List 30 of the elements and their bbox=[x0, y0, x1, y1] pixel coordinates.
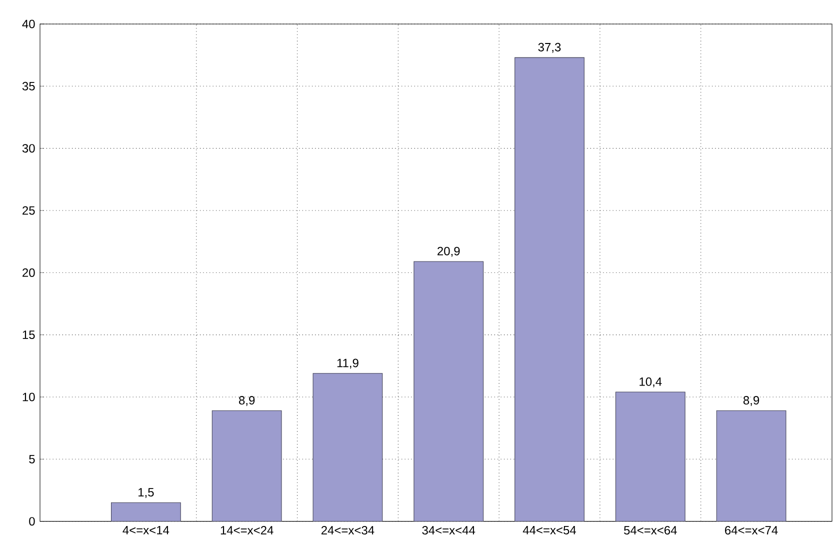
y-tick-label: 25 bbox=[22, 206, 35, 215]
data-label: 8,9 bbox=[743, 396, 760, 406]
data-label: 37,3 bbox=[538, 42, 561, 53]
y-tick-label: 20 bbox=[22, 268, 35, 277]
bar bbox=[414, 261, 484, 522]
bar bbox=[716, 410, 786, 522]
x-tick-label: 14<=x<24 bbox=[220, 526, 274, 534]
data-label: 10,4 bbox=[640, 377, 662, 388]
data-label: 20,9 bbox=[438, 246, 460, 257]
bar bbox=[615, 392, 686, 522]
bar bbox=[514, 58, 584, 522]
data-label: 1,5 bbox=[138, 488, 154, 498]
x-tick-label: 34<=x<44 bbox=[422, 526, 476, 535]
y-tick-label: 35 bbox=[22, 82, 35, 90]
y-tick-label: 10 bbox=[22, 392, 35, 402]
x-tick-label: 64<=x<74 bbox=[725, 526, 778, 535]
x-tick-label: 54<=x<64 bbox=[624, 526, 677, 535]
y-tick-label: 40 bbox=[22, 20, 35, 28]
y-tick-label: 15 bbox=[22, 330, 35, 340]
bar bbox=[212, 410, 282, 522]
x-tick-label: 4<=x<14 bbox=[122, 526, 170, 534]
bar bbox=[111, 502, 181, 522]
bar bbox=[312, 373, 383, 522]
y-tick-label: 30 bbox=[22, 144, 35, 153]
y-tick-label: 5 bbox=[29, 454, 35, 464]
x-tick-label: 24<=x<34 bbox=[321, 526, 374, 535]
data-label: 11,9 bbox=[337, 358, 358, 369]
data-label: 8,9 bbox=[239, 396, 255, 406]
x-tick-label: 44<=x<54 bbox=[522, 526, 576, 534]
y-tick-label: 0 bbox=[29, 517, 35, 526]
